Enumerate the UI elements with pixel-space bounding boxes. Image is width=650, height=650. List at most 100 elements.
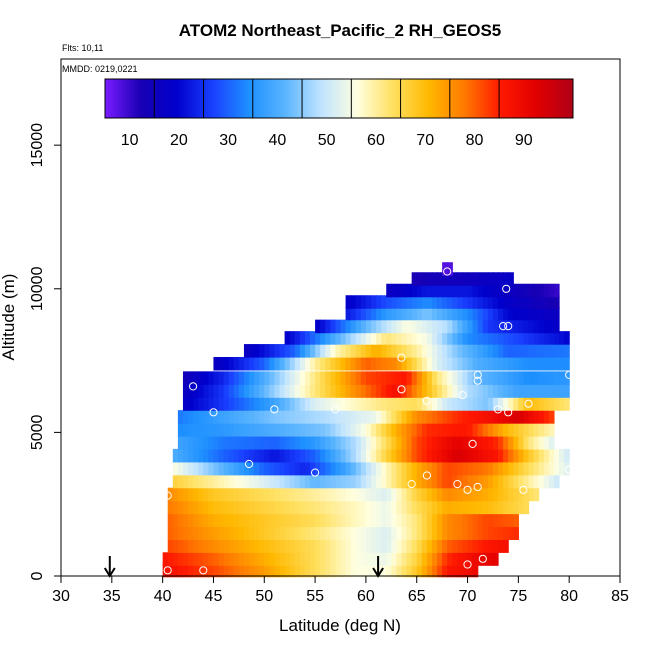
heat-cell: [518, 461, 525, 476]
heat-cell: [538, 319, 545, 334]
heat-cell: [492, 344, 499, 358]
heat-cell: [182, 563, 189, 578]
heat-cell: [442, 461, 448, 476]
heat-cell: [330, 356, 337, 371]
heat-cell: [345, 344, 352, 358]
heat-cell: [269, 563, 276, 578]
heat-cell: [492, 500, 499, 515]
heat-cell: [304, 344, 311, 358]
heat-cell: [498, 331, 504, 345]
heat-cell: [452, 410, 458, 424]
heat-cell: [523, 371, 530, 385]
heat-cell: [411, 371, 418, 385]
heat-cell: [193, 384, 199, 398]
heat-cell: [477, 474, 484, 489]
heat-cell: [172, 487, 179, 502]
heat-cell: [538, 435, 545, 450]
heat-cell: [264, 356, 270, 371]
heat-cell: [421, 539, 428, 553]
heat-cell: [431, 526, 438, 540]
heat-cell: [213, 384, 220, 398]
heat-cell: [386, 526, 392, 540]
heat-cell: [218, 435, 225, 450]
heat-cell: [269, 384, 276, 398]
heat-cell: [401, 513, 408, 528]
heat-cell: [355, 552, 362, 566]
heat-cell: [167, 500, 174, 515]
heat-cell: [386, 371, 392, 385]
heat-cell: [437, 283, 443, 298]
heat-cell: [264, 435, 270, 450]
arrow-head: [103, 567, 116, 578]
heat-cell: [508, 410, 514, 424]
heat-cell: [503, 500, 509, 515]
heat-cell: [498, 539, 504, 553]
heat-cell: [355, 487, 362, 502]
heat-cell: [381, 461, 387, 476]
heat-cell: [421, 272, 428, 286]
obs-point: [453, 480, 462, 489]
colorbar-tick-label: 40: [269, 132, 287, 149]
heat-cell: [228, 356, 235, 371]
heat-cell: [203, 474, 209, 489]
heat-cell: [513, 500, 519, 515]
heat-cell: [228, 526, 235, 540]
heat-cell: [304, 526, 311, 540]
heat-cell: [503, 306, 509, 321]
heat-cell: [437, 384, 443, 398]
heat-cell: [310, 487, 316, 502]
heat-cell: [228, 423, 235, 437]
heat-cell: [289, 384, 296, 398]
heat-cell: [401, 423, 408, 437]
heat-cell: [294, 371, 301, 385]
heat-cell: [299, 513, 306, 528]
obs-point: [519, 485, 528, 494]
heat-cell: [238, 500, 245, 515]
heat-cell: [564, 461, 570, 476]
heat-cell: [487, 423, 494, 437]
heat-cell: [487, 272, 494, 286]
heat-cell: [452, 563, 458, 578]
heat-cell: [294, 356, 301, 371]
heat-cell: [543, 371, 550, 385]
heat-cell: [320, 487, 326, 502]
obs-point: [473, 482, 482, 492]
heat-cell: [462, 552, 469, 566]
heat-cell: [528, 331, 535, 345]
heat-cell: [498, 272, 504, 286]
heat-cell: [492, 319, 499, 334]
heat-cell: [284, 487, 291, 502]
heat-cell: [533, 435, 540, 450]
heat-cell: [365, 513, 372, 528]
heat-cell: [508, 384, 514, 398]
heat-cell: [304, 539, 311, 553]
heat-cell: [254, 397, 260, 411]
heat-cell: [498, 487, 504, 502]
heat-cell: [320, 435, 326, 450]
heat-cell: [553, 344, 560, 358]
heat-cell: [284, 474, 291, 489]
heat-cell: [172, 500, 179, 515]
heat-cell: [472, 563, 479, 578]
heat-cell: [548, 435, 555, 450]
heat-cell: [508, 272, 514, 286]
heat-cell: [249, 435, 255, 450]
heat-cell: [233, 448, 240, 463]
heat-cell: [508, 295, 514, 309]
heat-cell: [513, 423, 519, 437]
heat-cell: [513, 295, 519, 309]
heat-cell: [238, 371, 245, 385]
heat-cell: [365, 435, 372, 450]
heat-cell: [421, 513, 428, 528]
heat-cell: [238, 539, 245, 553]
heat-cell: [498, 448, 504, 463]
heat-cell: [289, 448, 296, 463]
heat-cell: [447, 356, 453, 371]
heat-cell: [503, 397, 509, 411]
heat-cell: [401, 344, 408, 358]
heat-cell: [396, 283, 403, 298]
heat-cell: [548, 295, 555, 309]
heat-cell: [472, 500, 479, 515]
heat-cell: [431, 306, 438, 321]
heat-cell: [523, 435, 530, 450]
